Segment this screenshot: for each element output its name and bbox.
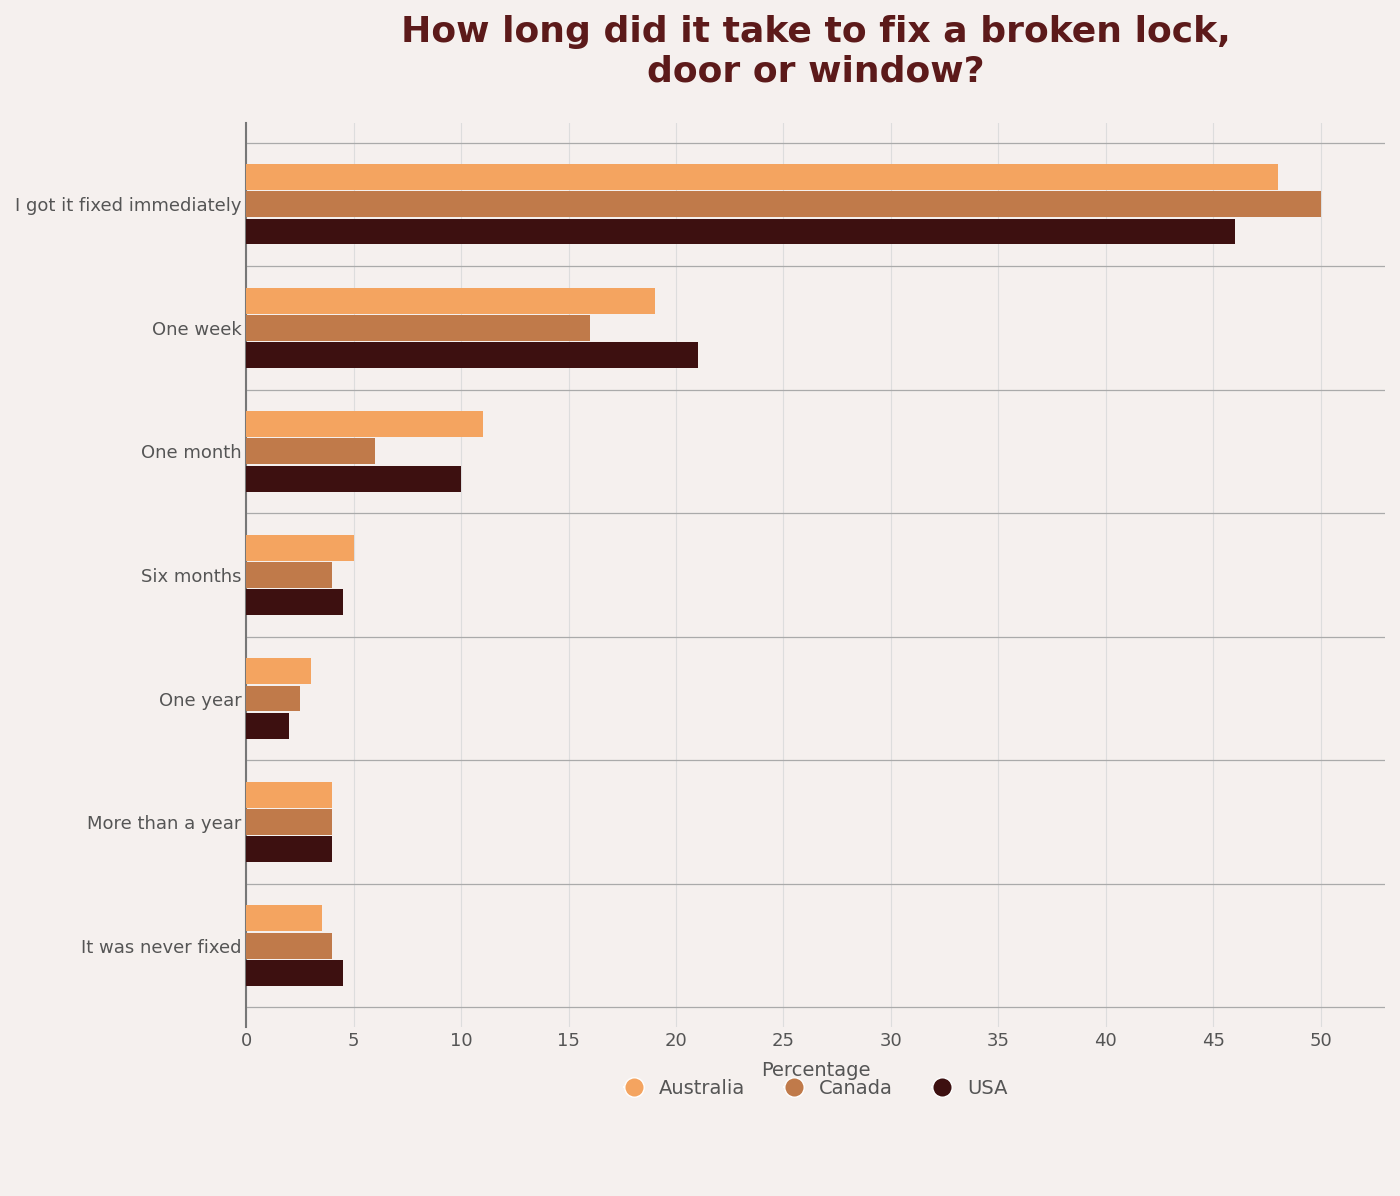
Bar (246, 411, 483, 438)
Bar (246, 590, 343, 615)
Bar (246, 535, 354, 561)
Bar (246, 315, 591, 341)
Bar (246, 288, 655, 313)
Bar (246, 219, 1235, 244)
Bar (246, 439, 375, 464)
Bar (246, 905, 322, 932)
Bar (246, 164, 1278, 190)
Bar (246, 465, 461, 492)
Bar (246, 836, 332, 862)
Bar (246, 658, 311, 684)
Bar (246, 342, 697, 368)
Bar (246, 685, 300, 712)
Legend: Australia, Canada, USA: Australia, Canada, USA (615, 1069, 1018, 1107)
Bar (246, 933, 332, 959)
Bar (246, 191, 1320, 218)
Bar (246, 782, 332, 807)
Bar (246, 960, 343, 986)
Bar (246, 810, 332, 835)
Bar (246, 713, 290, 739)
X-axis label: Percentage: Percentage (762, 1061, 871, 1080)
Title: How long did it take to fix a broken lock,
door or window?: How long did it take to fix a broken loc… (400, 16, 1231, 89)
Bar (246, 562, 332, 588)
